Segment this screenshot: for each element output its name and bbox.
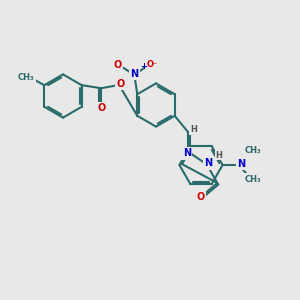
- Text: H: H: [190, 125, 197, 134]
- Text: CH₃: CH₃: [245, 146, 262, 155]
- Text: N: N: [204, 158, 212, 168]
- Text: N: N: [130, 69, 138, 79]
- Text: O: O: [117, 79, 125, 89]
- Text: H: H: [215, 151, 222, 160]
- Text: O⁻: O⁻: [147, 60, 158, 69]
- Text: CH₃: CH₃: [18, 73, 34, 82]
- Text: N: N: [237, 159, 246, 169]
- Text: CH₃: CH₃: [245, 175, 262, 184]
- Text: O: O: [113, 60, 121, 70]
- Text: O: O: [97, 103, 105, 113]
- Text: O: O: [197, 192, 205, 202]
- Text: +: +: [140, 62, 147, 71]
- Text: N: N: [183, 148, 191, 158]
